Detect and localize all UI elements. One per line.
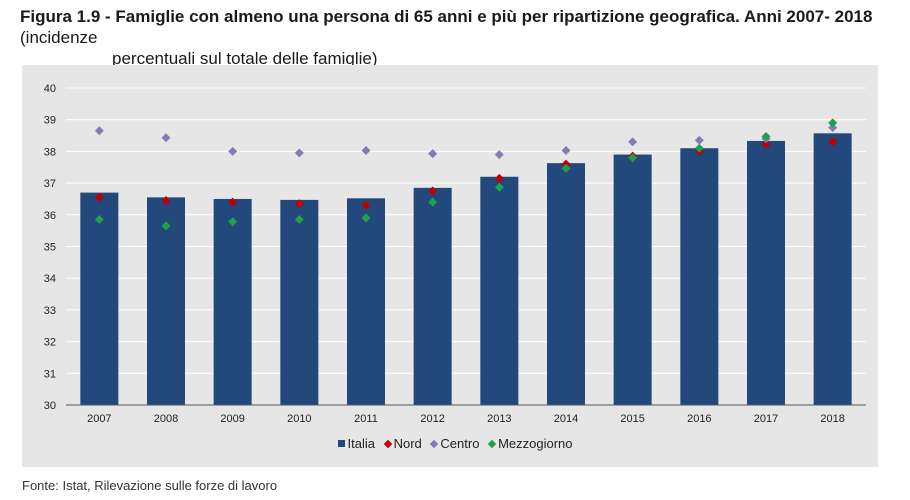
marker-mezzogiorno (428, 197, 438, 207)
legend-label-italia: Italia (347, 436, 375, 451)
chart: 30 31 32 33 34 35 36 37 38 39 40 2007 2008 2009 2010 20… (44, 83, 866, 425)
x-tick-label: 2016 (687, 413, 711, 425)
marker-nord (161, 196, 171, 206)
y-tick-label: 36 (44, 210, 56, 222)
bar-italia (80, 192, 119, 405)
y-tick-label: 39 (44, 115, 56, 127)
bar-italia (213, 198, 252, 405)
marker-mezzogiorno (94, 215, 104, 225)
bar-italia (680, 148, 719, 406)
legend-swatch-centro (430, 439, 439, 448)
x-tick-label: 2012 (420, 413, 444, 425)
x-tick-label: 2007 (87, 413, 111, 425)
y-tick-label: 34 (44, 273, 56, 285)
legend-swatch-nord (383, 439, 392, 448)
marker-mezzogiorno (628, 153, 638, 163)
marker-mezzogiorno (228, 217, 238, 227)
marker-mezzogiorno (561, 163, 571, 173)
chart-title-unit-cont: percentuali sul totale delle famiglie) (112, 49, 378, 68)
y-tick-label: 38 (44, 146, 56, 158)
bar-italia (747, 140, 785, 405)
legend-item-italia: Italia (337, 436, 375, 451)
y-tick-label: 35 (44, 242, 56, 254)
bar-italia (613, 154, 652, 405)
legend-item-mezzogiorno: Mezzogiorno (487, 436, 573, 451)
y-tick-label: 37 (44, 178, 56, 190)
marker-nord (294, 199, 304, 209)
legend-item-centro: Centro (430, 436, 480, 451)
bar-italia (547, 163, 585, 405)
legend-swatch-mezzogiorno (487, 439, 497, 448)
marker-nord (494, 173, 504, 183)
marker-centro (494, 150, 504, 160)
bar-italia (413, 187, 452, 405)
bar-italia (280, 199, 319, 405)
marker-mezzogiorno (361, 213, 371, 223)
marker-centro (228, 146, 238, 156)
chart-title-main: Figura 1.9 - Famiglie con almeno una per… (20, 7, 873, 26)
marker-mezzogiorno (494, 182, 504, 192)
legend: Italia Nord Centro Mezzogiorno (0, 436, 910, 451)
marker-centro (428, 149, 438, 159)
legend-label-centro: Centro (440, 436, 480, 451)
marker-nord (228, 197, 238, 207)
marker-mezzogiorno (694, 143, 704, 153)
marker-centro (161, 133, 171, 143)
chart-title-unit: (incidenze (20, 28, 98, 47)
marker-mezzogiorno (294, 215, 304, 225)
bar-italia (147, 197, 185, 405)
marker-nord (761, 139, 771, 149)
x-tick-label: 2013 (487, 413, 511, 425)
y-tick-label: 40 (44, 83, 56, 95)
marker-centro (94, 126, 104, 136)
marker-nord (361, 200, 371, 210)
marker-centro (361, 145, 371, 155)
x-tick-label: 2008 (154, 413, 178, 425)
legend-label-mezzogiorno: Mezzogiorno (498, 436, 573, 451)
x-tick-label: 2011 (354, 413, 378, 425)
y-tick-label: 31 (44, 368, 56, 380)
x-tick-label: 2015 (620, 413, 644, 425)
y-tick-label: 33 (44, 305, 56, 317)
marker-centro (628, 137, 638, 147)
legend-swatch-italia (337, 440, 345, 448)
x-tick-label: 2017 (754, 413, 778, 425)
legend-item-nord: Nord (383, 436, 422, 451)
chart-title: Figura 1.9 - Famiglie con almeno una per… (20, 6, 900, 69)
marker-nord (428, 186, 438, 196)
marker-centro (294, 148, 304, 158)
x-tick-label: 2010 (287, 413, 311, 425)
marker-mezzogiorno (828, 118, 838, 128)
marker-centro (561, 145, 571, 155)
x-tick-label: 2018 (820, 413, 844, 425)
marker-nord (828, 137, 838, 147)
bar-italia (813, 133, 852, 405)
marker-nord (94, 192, 104, 202)
legend-label-nord: Nord (393, 436, 422, 451)
marker-mezzogiorno (761, 132, 771, 142)
bar-italia (347, 198, 385, 405)
marker-mezzogiorno (161, 221, 171, 231)
source-note: Fonte: Istat, Rilevazione sulle forze di… (22, 478, 278, 493)
y-tick-label: 30 (44, 400, 56, 412)
y-tick-label: 32 (44, 337, 56, 349)
marker-centro (828, 123, 838, 133)
marker-centro (694, 135, 704, 145)
bar-italia (480, 176, 519, 405)
x-tick-label: 2009 (220, 413, 244, 425)
x-tick-label: 2014 (554, 413, 578, 425)
